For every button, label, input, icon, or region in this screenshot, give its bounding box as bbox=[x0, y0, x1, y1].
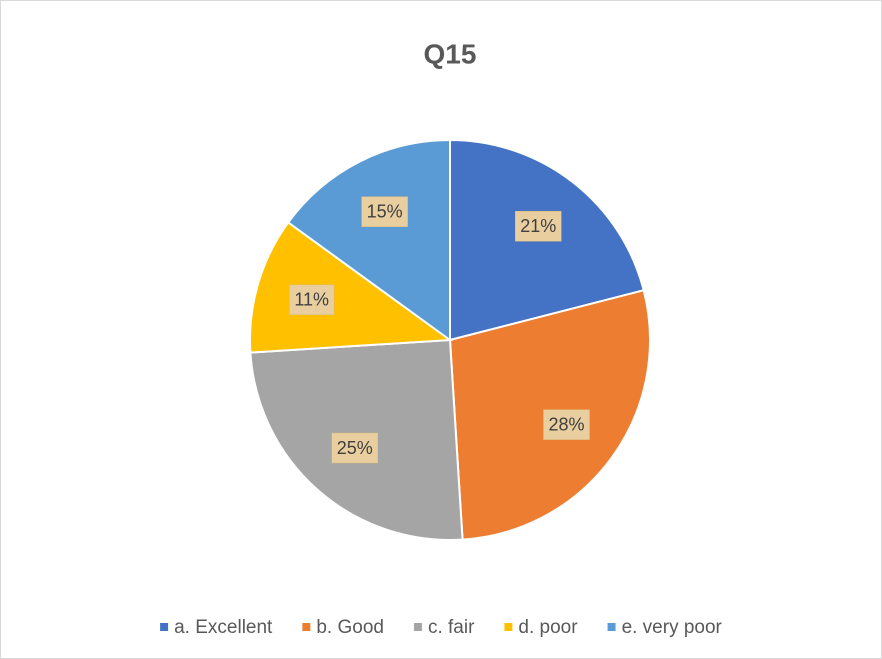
data-label-box bbox=[543, 409, 590, 440]
legend-marker bbox=[160, 623, 169, 631]
legend-marker bbox=[607, 623, 616, 631]
data-label-box bbox=[331, 432, 379, 464]
data-label-box bbox=[361, 196, 408, 227]
chart-title: Q15 bbox=[424, 38, 477, 69]
legend-marker bbox=[504, 623, 513, 631]
legend-label: b. Good bbox=[316, 617, 384, 638]
legend-label: e. very poor bbox=[622, 617, 723, 638]
data-label-text: 21% bbox=[520, 216, 556, 236]
legend-label: d. poor bbox=[518, 617, 578, 638]
data-label-box bbox=[514, 210, 562, 242]
pie-slice bbox=[249, 221, 453, 354]
legend-marker bbox=[413, 623, 422, 631]
data-label-box bbox=[289, 284, 335, 316]
data-label-text: 28% bbox=[548, 414, 584, 434]
data-label: 21% bbox=[514, 210, 562, 242]
pie-slice bbox=[286, 138, 451, 342]
data-label: 25% bbox=[331, 432, 379, 464]
data-label-text: 11% bbox=[294, 290, 329, 310]
data-label: 11% bbox=[289, 284, 335, 316]
data-label: 15% bbox=[361, 196, 408, 227]
data-label-text: 25% bbox=[337, 438, 373, 458]
legend-label: c. fair bbox=[428, 617, 475, 638]
data-label-text: 15% bbox=[367, 201, 403, 221]
legend-label: a. Excellent bbox=[174, 617, 273, 638]
legend-marker bbox=[302, 623, 311, 631]
data-label: 28% bbox=[543, 409, 590, 440]
